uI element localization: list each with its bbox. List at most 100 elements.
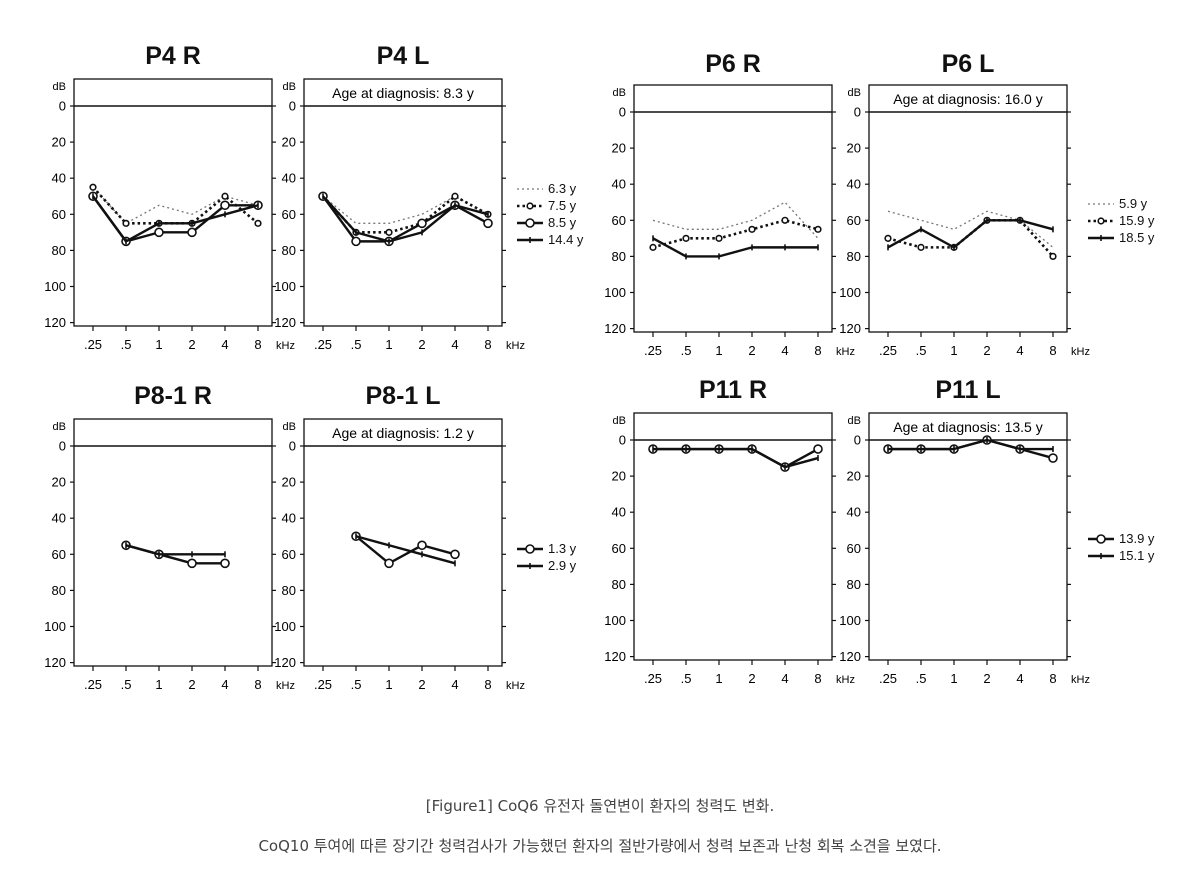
series-line xyxy=(887,219,1054,249)
series-line xyxy=(652,237,818,258)
x-tick-label: .5 xyxy=(916,343,927,358)
series-point xyxy=(715,234,723,242)
legend-entry: 15.1 y xyxy=(1087,547,1154,564)
series-15.1y xyxy=(887,437,1054,453)
legend-swatch-point xyxy=(1096,533,1106,544)
series-line xyxy=(92,195,259,243)
y-tick-label: 0 xyxy=(59,439,66,454)
series-point xyxy=(813,444,823,454)
series-line xyxy=(322,194,489,234)
y-tick-label: 120 xyxy=(274,315,296,330)
series-point xyxy=(1048,453,1058,463)
series-point xyxy=(417,218,427,229)
x-tick-label: 2 xyxy=(748,343,755,358)
y-tick-label: 80 xyxy=(612,577,626,592)
x-tick-label: .5 xyxy=(121,337,132,352)
x-tick-label: .5 xyxy=(121,677,132,692)
x-tick-label: 4 xyxy=(451,337,458,352)
series-point xyxy=(682,234,690,242)
audiogram-panel: dB 0 20 40 60 80 100 120 .25 .5 1 2 4 8 kHz Age at diag… xyxy=(274,78,525,352)
y-tick-label: 0 xyxy=(854,433,861,448)
x-tick-label: .25 xyxy=(644,343,662,358)
legend-label: 8.5 y xyxy=(548,215,577,230)
y-tick-label: 40 xyxy=(282,511,296,526)
y-tick-label: 40 xyxy=(52,171,66,186)
legend-swatch-point xyxy=(525,543,535,554)
series-line xyxy=(887,219,1054,258)
age-at-diagnosis-label: Age at diagnosis: 8.3 y xyxy=(332,85,474,101)
series-point xyxy=(384,558,394,569)
x-tick-label: 4 xyxy=(781,671,788,686)
series-line xyxy=(125,544,225,556)
y-tick-label: 80 xyxy=(52,243,66,258)
y-tick-label: 20 xyxy=(847,141,861,156)
x-tick-label: 8 xyxy=(254,677,261,692)
x-tick-label: 2 xyxy=(418,337,425,352)
plot-frame xyxy=(868,412,1068,661)
x-tick-label: .5 xyxy=(681,671,692,686)
y-tick-label: 120 xyxy=(44,655,66,670)
series-line xyxy=(322,195,489,243)
series-14.4y xyxy=(92,193,259,245)
series-point xyxy=(220,558,230,569)
legend-swatch xyxy=(517,217,543,228)
legend-swatch xyxy=(517,187,543,190)
x-tick-label: 1 xyxy=(715,343,722,358)
series-line xyxy=(92,186,259,225)
series-line xyxy=(322,195,489,224)
x-unit-label: kHz xyxy=(1071,346,1090,358)
y-tick-label: 60 xyxy=(52,207,66,222)
audiogram-panel: dB 0 20 40 60 80 100 120 .25 .5 1 2 4 8 kHz Age at diag… xyxy=(839,84,1090,358)
x-tick-label: 4 xyxy=(1016,671,1023,686)
audiogram-panel: dB 0 20 40 60 80 100 120 .25 .5 1 2 4 8 kHz xyxy=(44,78,295,352)
y-tick-label: 100 xyxy=(839,613,861,628)
y-tick-label: 20 xyxy=(52,135,66,150)
y-tick-label: 120 xyxy=(839,649,861,664)
series-line xyxy=(355,535,456,565)
y-tick-label: 0 xyxy=(289,439,296,454)
x-tick-label: 8 xyxy=(814,671,821,686)
series-line xyxy=(322,195,489,243)
x-unit-label: kHz xyxy=(506,340,525,352)
audiogram-panel: dB 0 20 40 60 80 100 120 .25 .5 1 2 4 8 kHz xyxy=(44,418,295,692)
y-unit-label: dB xyxy=(53,421,66,433)
y-tick-label: 60 xyxy=(612,213,626,228)
x-tick-label: 4 xyxy=(781,343,788,358)
panel-title: P8-1 L xyxy=(365,382,441,410)
y-tick-label: 100 xyxy=(274,279,296,294)
audiogram-panel: dB 0 20 40 60 80 100 120 .25 .5 1 2 4 8 kHz xyxy=(604,412,855,686)
y-tick-label: 20 xyxy=(282,475,296,490)
series-point xyxy=(781,216,789,224)
legend-swatch xyxy=(517,201,543,210)
panel-title: P6 R xyxy=(705,50,761,78)
y-unit-label: dB xyxy=(283,421,296,433)
series-point xyxy=(220,200,230,211)
x-tick-label: 2 xyxy=(983,671,990,686)
legend-swatch-point xyxy=(525,217,535,228)
caption-line-2: CoQ10 투여에 따른 장기간 청력검사가 가능했던 환자의 절반가량에서 청… xyxy=(258,837,942,855)
x-tick-label: 4 xyxy=(221,337,228,352)
plot-frame xyxy=(633,412,833,661)
legend-swatch xyxy=(1088,552,1114,559)
x-tick-label: .5 xyxy=(351,337,362,352)
legend-entry: 5.9 y xyxy=(1087,195,1154,212)
legend-label: 1.3 y xyxy=(548,541,577,556)
audiogram-panel: dB 0 20 40 60 80 100 120 .25 .5 1 2 4 8 kHz Age at diag… xyxy=(839,412,1090,686)
legend-entry: 1.3 y xyxy=(516,540,576,557)
series-point xyxy=(917,243,925,251)
panel-title: P4 R xyxy=(145,42,201,70)
legend-swatch-point xyxy=(1097,216,1105,225)
x-tick-label: .25 xyxy=(84,337,102,352)
x-tick-label: 4 xyxy=(1016,343,1023,358)
x-unit-label: kHz xyxy=(276,340,295,352)
y-tick-label: 80 xyxy=(282,583,296,598)
series-point xyxy=(450,549,460,560)
y-tick-label: 100 xyxy=(44,279,66,294)
series-15.1y xyxy=(652,446,819,471)
legend-entry: 15.9 y xyxy=(1087,212,1154,229)
series-15.9y xyxy=(649,216,822,251)
x-tick-label: 1 xyxy=(950,343,957,358)
series-point xyxy=(89,183,97,191)
legend-swatch-point xyxy=(526,201,534,210)
x-tick-label: .25 xyxy=(879,343,897,358)
